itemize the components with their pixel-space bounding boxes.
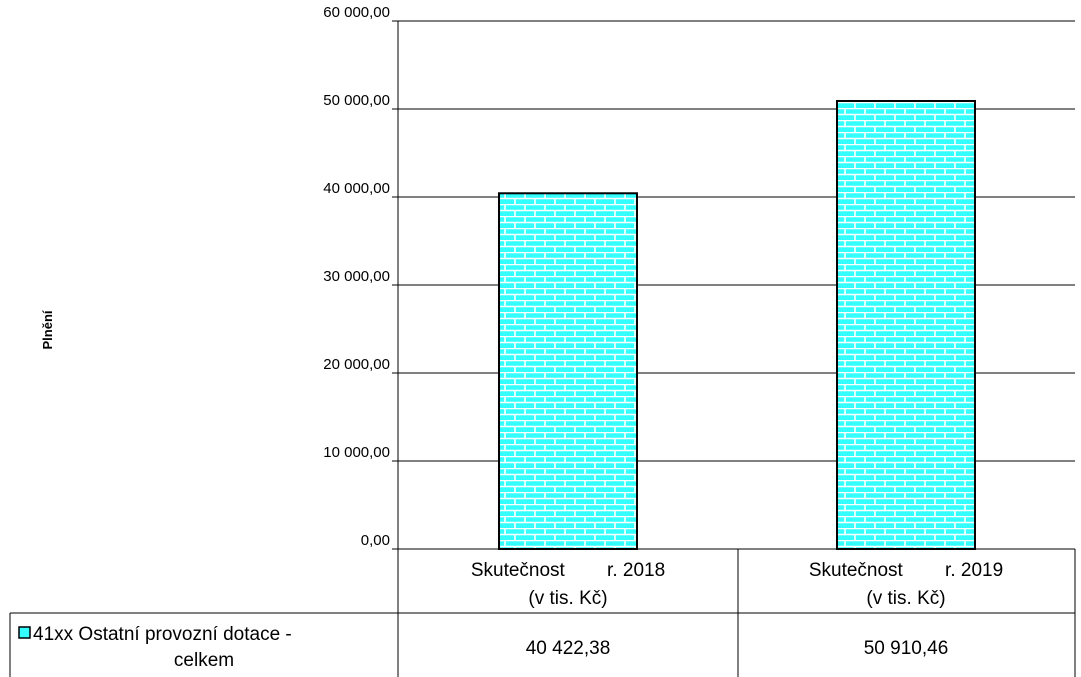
y-tick-label: 60 000,00 xyxy=(323,4,390,21)
legend-series-name-line: 41xx Ostatní provozní dotace - xyxy=(33,624,292,645)
y-tick-label: 0,00 xyxy=(361,532,390,549)
y-tick-label: 40 000,00 xyxy=(323,180,390,197)
bar xyxy=(836,99,976,551)
bar xyxy=(498,192,638,550)
x-tick-label: Skutečnost r. 2019 xyxy=(809,560,1003,581)
y-tick-label: 10 000,00 xyxy=(323,444,390,461)
x-tick-label: Skutečnost r. 2018 xyxy=(471,560,665,581)
data-label: 50 910,46 xyxy=(864,638,949,659)
data-label: 40 422,38 xyxy=(526,638,611,659)
y-tick-label: 50 000,00 xyxy=(323,92,390,109)
legend-key xyxy=(18,626,31,639)
x-tick-label: (v tis. Kč) xyxy=(866,588,945,609)
y-axis-label: Plnění xyxy=(40,310,55,349)
x-tick-label: (v tis. Kč) xyxy=(528,588,607,609)
y-tick-label: 20 000,00 xyxy=(323,356,390,373)
legend-series-name-line: celkem xyxy=(174,650,234,671)
y-tick-label: 30 000,00 xyxy=(323,268,390,285)
